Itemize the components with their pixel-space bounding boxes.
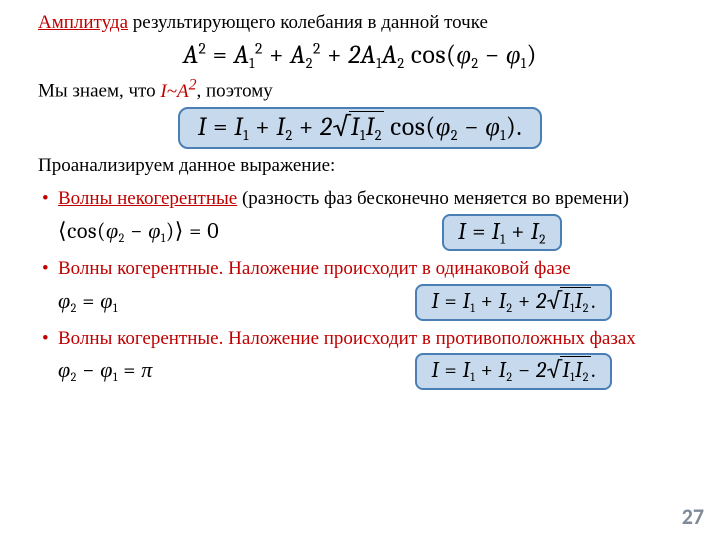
box-constructive: I = I1 + I2 + 2√I1I2.: [415, 284, 612, 320]
relation-ia: I~A: [160, 81, 188, 102]
formula-intensity-main: I = I1 + I2 + 2√I1I2 cos(φ2 − φ1).: [38, 107, 682, 149]
we-know-suffix: , поэтому: [196, 81, 272, 102]
bullet-coherent-same: Волны когерентные. Наложение происходит …: [38, 257, 682, 282]
box-incoherent: I = I1 + I2: [442, 214, 562, 252]
box-destructive: I = I1 + I2 − 2√I1I2.: [415, 353, 612, 389]
phi-diff-pi: φ2 − φ1 = π: [58, 357, 153, 385]
intro-line: Амплитуда результирующего колебания в да…: [38, 12, 682, 34]
bullet1-red: Волны некогерентные: [58, 188, 237, 209]
bullet-coherent-opposite: Волны когерентные. Наложение происходит …: [38, 327, 682, 352]
we-know-prefix: Мы знаем, что: [38, 81, 160, 102]
page-number: 27: [682, 503, 704, 530]
intro-rest: результирующего колебания в данной точке: [128, 12, 488, 33]
bullet1-black: (разность фаз бесконечно меняется во вре…: [237, 188, 629, 209]
we-know-line: Мы знаем, что I~A2, поэтому: [38, 76, 682, 102]
avg-cos-zero: ⟨cos(φ2 − φ1)⟩ = 0: [58, 218, 219, 246]
amplitude-word: Амплитуда: [38, 12, 128, 33]
phi-equal: φ2 = φ1: [58, 288, 118, 316]
analyze-line: Проанализируем данное выражение:: [38, 155, 682, 177]
formula-amplitude: A2 = A12 + A22 + 2A1A2 cos(φ2 − φ1): [38, 40, 682, 72]
bullet-incoherent: Волны некогерентные (разность фаз бескон…: [38, 187, 682, 212]
